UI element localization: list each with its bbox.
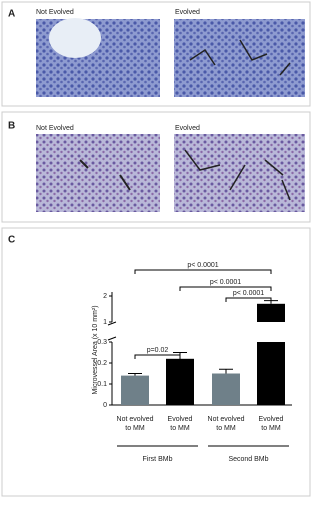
image-caption: Not Evolved (36, 9, 74, 16)
panel-a: A Not Evolved Evolved (1, 1, 311, 107)
y-axis-label: Microvessel Area (x 10 mm²) (92, 305, 99, 394)
error-bar (219, 368, 233, 374)
panel-label: C (8, 235, 15, 246)
axis-break (107, 321, 117, 341)
significance-bracket (225, 297, 272, 302)
panel-label: B (8, 121, 15, 132)
panel-c: C Microvessel Area (x 10 mm²) (1, 227, 311, 497)
bar (257, 303, 285, 322)
significance-label: p< 0.0001 (233, 290, 264, 297)
x-tick-label: Evolved to MM (168, 416, 193, 432)
figure: A Not Evolved Evolved B Not Evolved Evol… (1, 1, 311, 497)
y-tick-label: 0 (103, 402, 107, 409)
group-label: Second BMb (228, 456, 268, 463)
image-caption: Evolved (175, 125, 200, 132)
image-caption: Evolved (175, 9, 200, 16)
y-tick-label: 0.2 (97, 360, 107, 367)
error-bar (128, 373, 142, 376)
micrograph-detail (79, 159, 131, 191)
panel-frame (1, 111, 311, 223)
x-tick-label: Evolved to MM (259, 416, 284, 432)
micrograph-detail (189, 39, 291, 76)
micrograph-detail (49, 18, 101, 58)
bar (166, 358, 194, 405)
y-tick-label: 1 (103, 319, 107, 326)
significance-bracket (134, 269, 272, 274)
x-tick-label: Not evolved to MM (208, 416, 245, 432)
significance-label: p< 0.0001 (210, 279, 241, 286)
y-tick-label: 2 (103, 293, 107, 300)
micrograph (174, 19, 305, 97)
significance-bracket (134, 354, 181, 359)
panel-frame (1, 227, 311, 497)
panel-b: B Not Evolved Evolved (1, 111, 311, 223)
significance-label: p=0.02 (147, 347, 169, 354)
panel-frame (1, 1, 311, 107)
significance-bracket (179, 286, 272, 291)
y-tick-label: 0.3 (97, 339, 107, 346)
image-caption: Not Evolved (36, 125, 74, 132)
x-tick-label: Not evolved to MM (117, 416, 154, 432)
group-label: First BMb (143, 456, 173, 463)
bar (257, 342, 285, 405)
significance-label: p< 0.0001 (187, 262, 218, 269)
panel-label: A (8, 9, 15, 20)
bar (121, 375, 149, 405)
micrograph (36, 134, 160, 212)
micrograph-detail (184, 149, 291, 201)
bar (212, 373, 240, 405)
y-tick-label: 0.1 (97, 381, 107, 388)
